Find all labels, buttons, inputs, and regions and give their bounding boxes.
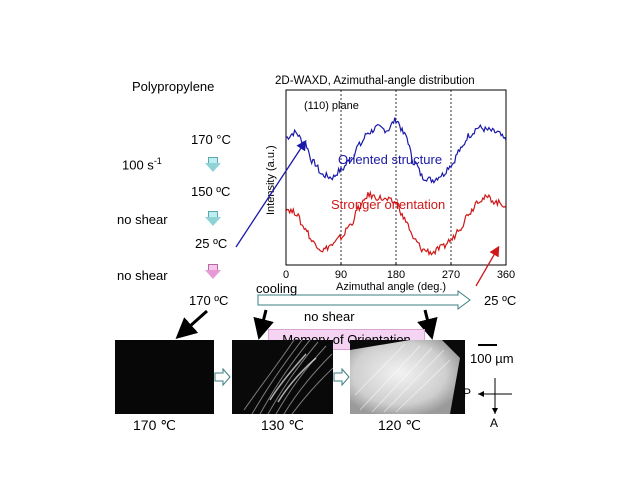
step-arrow-1-shaft	[208, 157, 218, 163]
series-line-1	[285, 190, 507, 257]
next-arrow-icon	[214, 367, 231, 387]
micrograph-130-temp: 130 ℃	[261, 417, 304, 433]
down-arrow-icon	[205, 163, 221, 172]
temp-step-2: 150 ºC	[191, 184, 231, 199]
series-line-0	[285, 117, 507, 184]
series-label-oriented: Oriented structure	[338, 152, 442, 167]
chart-gridlines	[340, 90, 452, 265]
pointer-arrow-blue	[235, 139, 307, 248]
x-tick-label: 0	[283, 269, 289, 281]
micrograph-120	[350, 340, 465, 414]
next-arrow-icon	[333, 367, 350, 387]
temp-step-3: 25 ºC	[195, 236, 228, 251]
x-tick-label: 180	[387, 269, 405, 281]
chart-series	[285, 117, 507, 257]
pointer-arrow-red	[475, 245, 500, 287]
y-axis-label: Intensity (a.u.)	[265, 145, 277, 215]
arrow-to-micrograph-3	[417, 309, 438, 340]
material-title: Polypropylene	[132, 79, 215, 94]
arrow-to-micrograph-1	[175, 309, 208, 339]
x-tick-label: 90	[335, 269, 347, 281]
chart-title: 2D-WAXD, Azimuthal-angle distribution	[275, 75, 475, 87]
temp-step-1: 170 °C	[191, 132, 231, 147]
micrograph-120-temp: 120 ℃	[378, 417, 421, 433]
x-tick-label: 270	[442, 269, 460, 281]
scale-label: 100 µm	[470, 351, 514, 366]
micrograph-170-temp: 170 ℃	[133, 417, 176, 433]
micrograph-120-texture	[350, 340, 460, 414]
down-arrow-icon	[205, 270, 221, 279]
polarizer-a-arrowhead	[492, 408, 498, 414]
polarizer-p-arrowhead	[478, 391, 484, 397]
shear-rate-label: 100 s-1	[122, 156, 162, 173]
series-label-stronger: Stronger orientation	[331, 197, 445, 212]
cooling-label: cooling	[256, 281, 298, 296]
chart-annotation: (110) plane	[304, 100, 359, 112]
polarizer-p-label: P	[463, 386, 472, 400]
temp-step-4: 170 ºC	[189, 293, 229, 308]
polarizer-a-label: A	[490, 416, 499, 430]
no-shear-label-2: no shear	[117, 268, 168, 283]
no-shear-label-3: no shear	[304, 309, 355, 324]
no-shear-label-1: no shear	[117, 212, 168, 227]
end-temp-label: 25 ºC	[484, 293, 517, 308]
x-tick-label: 360	[497, 269, 515, 281]
micrograph-130	[232, 340, 333, 414]
down-arrow-icon	[205, 217, 221, 226]
micrograph-130-texture	[243, 340, 333, 414]
micrograph-170	[115, 340, 214, 414]
arrow-to-micrograph-2	[253, 309, 274, 340]
step-arrow-2-shaft	[208, 211, 218, 217]
x-tick-labels: 0 90 180 270 360	[283, 262, 515, 281]
cooling-arrow-icon	[257, 290, 471, 310]
step-arrow-3-shaft	[208, 264, 218, 270]
x-axis-label: Azimuthal angle (deg.)	[336, 281, 446, 293]
